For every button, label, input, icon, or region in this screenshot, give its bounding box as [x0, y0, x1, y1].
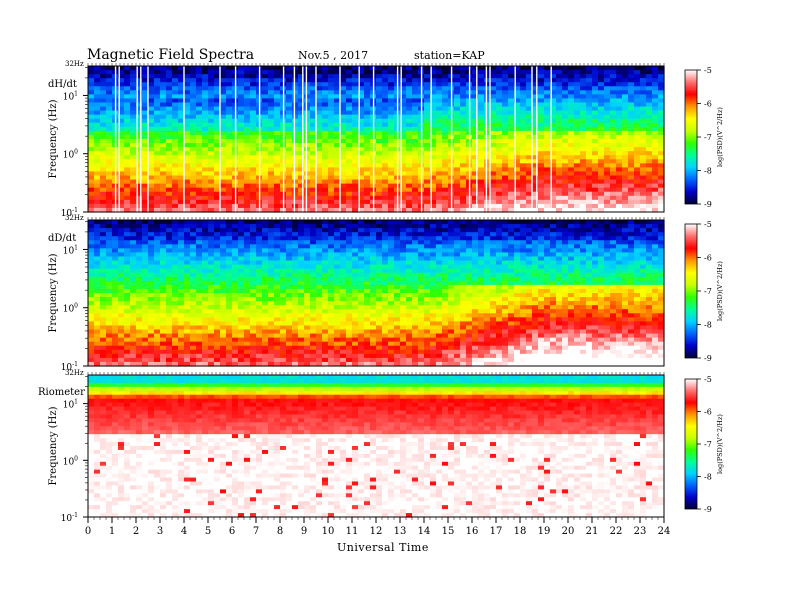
x-tick-label: 1: [109, 526, 115, 537]
figure-date: Nov.5 , 2017: [298, 49, 369, 62]
x-tick-label: 2: [133, 526, 139, 537]
x-axis-title: Universal Time: [337, 541, 429, 554]
panel2-label: dD/dt: [48, 233, 77, 244]
y-tick-label: 101: [63, 399, 78, 411]
x-tick-label: 19: [538, 526, 551, 537]
colorbar: [684, 378, 698, 510]
x-tick-label: 3: [157, 526, 163, 537]
x-tick-label: 17: [490, 526, 503, 537]
colorbar-tick-label: -6: [704, 408, 712, 417]
x-tick-label: 16: [466, 526, 479, 537]
colorbar-tick-label: -9: [704, 505, 712, 514]
panel3-top-label: 32Hz: [65, 369, 84, 377]
y-tick-label: 100: [63, 455, 78, 467]
x-tick-label: 24: [658, 526, 671, 537]
x-tick-label: 15: [442, 526, 455, 537]
y-tick-label: 101: [63, 244, 78, 256]
panel2-top-label: 32Hz: [65, 214, 84, 222]
y-tick-label: 100: [63, 149, 78, 161]
colorbar-tick-label: -9: [704, 354, 712, 363]
colorbar-tick-label: -6: [704, 100, 712, 109]
colorbar-tick-label: -5: [704, 66, 712, 75]
y-axis-title: Frequency (Hz): [48, 99, 59, 178]
x-tick-label: 14: [418, 526, 431, 537]
x-tick-label: 18: [514, 526, 527, 537]
x-tick-label: 7: [253, 526, 259, 537]
y-tick-label: 100: [63, 303, 78, 315]
colorbar-tick-label: -8: [704, 321, 712, 330]
y-tick-label: 10-1: [61, 361, 78, 373]
colorbar-tick-label: -7: [704, 287, 712, 296]
panel1-top-label: 32Hz: [65, 60, 84, 68]
y-tick-label: 101: [63, 90, 78, 102]
colorbar-title: log(PSD)(V^2/Hz): [716, 261, 724, 321]
x-tick-label: 10: [322, 526, 335, 537]
x-tick-label: 22: [610, 526, 623, 537]
x-tick-label: 21: [586, 526, 599, 537]
x-tick-label: 9: [301, 526, 307, 537]
colorbar-tick-label: -9: [704, 200, 712, 209]
x-tick-label: 4: [181, 526, 187, 537]
colorbar-tick-label: -8: [704, 473, 712, 482]
panel3-label: Riometer: [38, 387, 85, 398]
x-tick-label: 20: [562, 526, 575, 537]
colorbar-tick-label: -8: [704, 167, 712, 176]
colorbar-tick-label: -7: [704, 133, 712, 142]
spectrogram-panel-1: [88, 66, 665, 213]
panel1-label: dH/dt: [48, 79, 77, 90]
figure-title: Magnetic Field Spectra: [87, 47, 255, 63]
colorbar-tick-label: -5: [704, 375, 712, 384]
x-tick-label: 6: [229, 526, 235, 537]
station-label: station=KAP: [414, 49, 485, 62]
colorbar-tick-label: -5: [704, 220, 712, 229]
colorbar: [684, 223, 698, 359]
y-axis-title: Frequency (Hz): [48, 253, 59, 332]
y-tick-label: 10-1: [61, 207, 78, 219]
x-tick-label: 8: [277, 526, 283, 537]
colorbar-title: log(PSD)(V^2/Hz): [716, 107, 724, 167]
colorbar-tick-label: -7: [704, 440, 712, 449]
x-tick-label: 12: [370, 526, 383, 537]
x-tick-label: 11: [346, 526, 359, 537]
spectrogram-panel-3: [88, 375, 665, 518]
x-tick-label: 5: [205, 526, 211, 537]
spectrogram-panel-2: [88, 220, 665, 367]
y-axis-title: Frequency (Hz): [48, 406, 59, 485]
colorbar-tick-label: -6: [704, 254, 712, 263]
x-tick-label: 13: [394, 526, 407, 537]
x-tick-label: 0: [85, 526, 91, 537]
y-tick-label: 10-1: [61, 512, 78, 524]
x-tick-label: 23: [634, 526, 647, 537]
colorbar-title: log(PSD)(V^2/Hz): [716, 414, 724, 474]
colorbar: [684, 69, 698, 205]
